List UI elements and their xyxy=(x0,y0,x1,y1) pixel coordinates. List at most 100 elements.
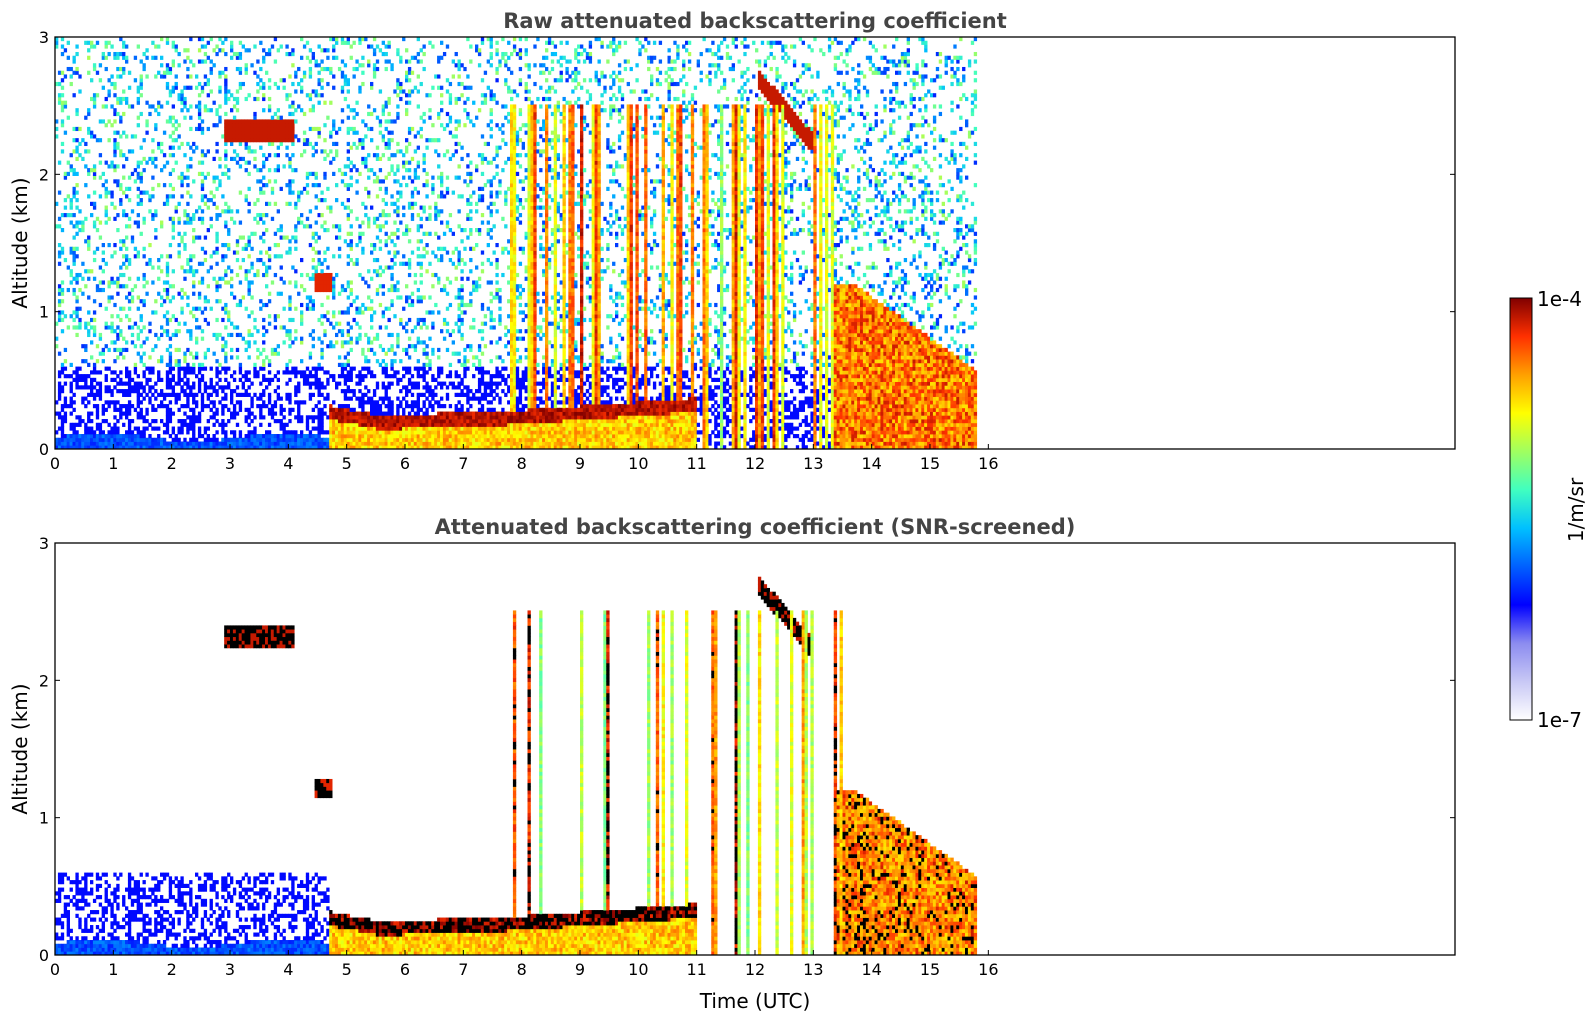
heatmap-cell xyxy=(308,370,313,375)
heatmap-cell xyxy=(355,415,359,420)
heatmap-cell xyxy=(247,119,251,124)
heatmap-cell xyxy=(396,104,400,109)
heatmap-cell xyxy=(104,179,108,184)
heatmap-cell xyxy=(139,59,143,64)
heatmap-cell xyxy=(215,261,219,266)
heatmap-cell xyxy=(320,321,324,326)
heatmap-cell xyxy=(448,156,453,161)
heatmap-cell xyxy=(343,437,348,442)
heatmap-cell xyxy=(232,377,237,382)
heatmap-cell xyxy=(224,306,228,311)
heatmap-cell xyxy=(209,216,213,221)
heatmap-cell xyxy=(265,250,269,255)
heatmap-cell xyxy=(288,126,292,132)
heatmap-cell xyxy=(317,385,321,390)
heatmap-cell xyxy=(314,175,318,180)
heatmap-cell xyxy=(387,411,391,416)
heatmap-cell xyxy=(495,340,499,345)
heatmap-cell xyxy=(235,126,240,132)
heatmap-cell xyxy=(489,434,493,439)
heatmap-cell xyxy=(130,325,135,330)
heatmap-cell xyxy=(221,254,225,259)
heatmap-cell xyxy=(81,441,85,446)
heatmap-cell xyxy=(127,85,132,90)
heatmap-cell xyxy=(480,306,485,311)
heatmap-cell xyxy=(253,426,257,431)
heatmap-cell xyxy=(489,183,493,188)
heatmap-cell xyxy=(337,430,342,435)
heatmap-cell xyxy=(165,272,170,278)
heatmap-cell xyxy=(78,419,82,424)
heatmap-cell xyxy=(381,419,385,424)
heatmap-cell xyxy=(221,40,225,45)
heatmap-cell xyxy=(183,392,187,397)
heatmap-cell xyxy=(279,44,283,49)
heatmap-cell xyxy=(428,40,432,45)
heatmap-cell xyxy=(253,445,257,450)
heatmap-cell xyxy=(472,411,476,416)
heatmap-cell xyxy=(212,404,216,409)
heatmap-cell xyxy=(431,426,435,431)
heatmap-cell xyxy=(235,66,240,72)
heatmap-cell xyxy=(393,250,397,255)
heatmap-cell xyxy=(405,231,409,236)
heatmap-cell xyxy=(445,385,450,390)
heatmap-cell xyxy=(343,78,348,83)
heatmap-cell xyxy=(495,370,499,375)
heatmap-cell xyxy=(416,400,420,405)
heatmap-cell xyxy=(480,40,485,45)
heatmap-cell xyxy=(84,430,88,435)
heatmap-cell xyxy=(407,344,412,349)
heatmap-cell xyxy=(428,422,432,427)
heatmap-cell xyxy=(72,168,76,173)
heatmap-cell xyxy=(221,257,225,263)
heatmap-cell xyxy=(95,93,100,98)
heatmap-cell xyxy=(416,175,420,180)
heatmap-cell xyxy=(262,302,266,308)
heatmap-cell xyxy=(273,231,278,236)
heatmap-cell xyxy=(90,355,94,360)
heatmap-cell xyxy=(224,85,228,90)
heatmap-cell xyxy=(75,415,79,420)
heatmap-cell xyxy=(57,216,62,221)
heatmap-cell xyxy=(457,81,461,87)
heatmap-cell xyxy=(75,126,79,132)
heatmap-cell xyxy=(57,396,62,401)
heatmap-cell xyxy=(230,141,234,147)
heatmap-cell xyxy=(197,37,202,42)
heatmap-cell xyxy=(87,374,91,379)
heatmap-cell xyxy=(480,430,485,435)
heatmap-cell xyxy=(270,138,275,143)
heatmap-cell xyxy=(285,138,289,143)
heatmap-cell xyxy=(486,370,490,375)
heatmap-cell xyxy=(419,445,423,450)
heatmap-cell xyxy=(230,415,234,420)
heatmap-cell xyxy=(457,209,461,214)
heatmap-cell xyxy=(375,430,380,435)
heatmap-cell xyxy=(244,96,248,102)
heatmap-cell xyxy=(55,37,59,42)
heatmap-cell xyxy=(323,138,327,143)
heatmap-cell xyxy=(72,213,76,218)
heatmap-cell xyxy=(343,239,348,244)
heatmap-cell xyxy=(92,385,97,390)
heatmap-cell xyxy=(162,329,167,334)
heatmap-cell xyxy=(151,426,155,431)
heatmap-cell xyxy=(314,93,318,98)
heatmap-cell xyxy=(133,389,138,394)
heatmap-cell xyxy=(247,377,251,382)
heatmap-cell xyxy=(75,325,79,330)
heatmap-cell xyxy=(460,287,464,293)
heatmap-cell xyxy=(340,201,345,206)
heatmap-cell xyxy=(107,216,111,221)
heatmap-cell xyxy=(218,89,222,94)
heatmap-cell xyxy=(195,336,199,341)
heatmap-cell xyxy=(486,231,490,236)
heatmap-cell xyxy=(378,344,383,349)
heatmap-cell xyxy=(224,78,228,83)
heatmap-cell xyxy=(425,407,429,412)
heatmap-cell xyxy=(113,216,117,221)
heatmap-cell xyxy=(136,44,140,49)
heatmap-cell xyxy=(364,213,368,218)
heatmap-cell xyxy=(291,81,295,87)
